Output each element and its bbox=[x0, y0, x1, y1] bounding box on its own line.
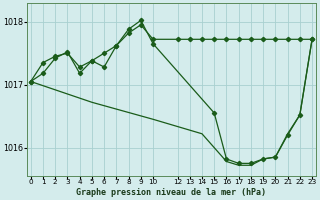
X-axis label: Graphe pression niveau de la mer (hPa): Graphe pression niveau de la mer (hPa) bbox=[76, 188, 267, 197]
